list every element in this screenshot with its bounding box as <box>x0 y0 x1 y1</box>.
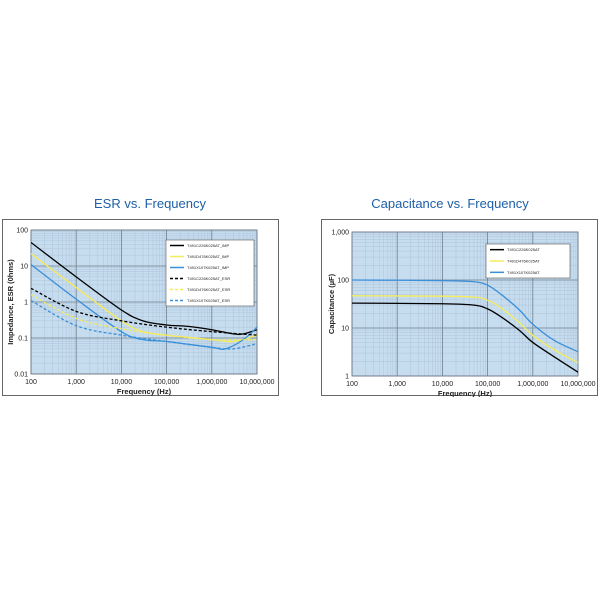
x-axis-label: Frequency (Hz) <box>117 387 172 396</box>
series-line-T491X107K025AT <box>352 279 578 353</box>
legend-entry: T491D476K025AT_IMP <box>187 254 230 259</box>
legend: T491C226K025AT T491D476K025AT T491X107K025… <box>485 243 571 279</box>
x-tick-label: 10,000,000 <box>239 379 274 386</box>
y-tick-label: 100 <box>337 278 349 285</box>
series-line-T491D476K025AT <box>352 295 578 364</box>
legend-entry: T491X107K025AT <box>507 270 540 275</box>
legend-entry: T491X107K025AT_IMP <box>187 265 229 270</box>
series-lines <box>352 279 578 373</box>
legend-entry: T491C226K025AT_ESR <box>187 276 230 281</box>
x-tick-label: 1,000 <box>388 381 406 388</box>
x-tick-label: 1,000,000 <box>196 379 227 386</box>
series-line-T491C226K025AT_ESR <box>31 287 257 336</box>
y-tick-label: 1,000 <box>331 230 349 237</box>
y-tick-label: 0.1 <box>18 336 28 343</box>
y-axis-label: Impedance, ESR (0hms) <box>6 259 15 345</box>
legend: T491C226K025AT_IMP T491D476K025AT_IMP T491… <box>165 239 255 307</box>
x-tick-label: 100,000 <box>154 379 179 386</box>
series-line-T491C226K025AT <box>352 302 578 373</box>
series-line-T491X107K025AT_IMP <box>31 263 257 350</box>
y-axis-label: Capacitance (µF) <box>327 273 336 334</box>
legend-entry: T491D476K025AT_ESR <box>187 287 230 292</box>
capacitance-chart-panel: 100 1,000 10,000 100,000 1,000,000 10,000,000… <box>321 219 598 398</box>
capacitance-chart-title: Capacitance vs. Frequency <box>371 196 529 211</box>
capacitance-chart: 100 1,000 10,000 100,000 1,000,000 10,000,000… <box>327 230 596 398</box>
y-tick-label: 1 <box>345 374 349 381</box>
legend-entry: T491X107K025AT_ESR <box>187 298 230 303</box>
x-tick-label: 100 <box>25 379 37 386</box>
esr-chart-panel: 100 1,000 10,000 100,000 1,000,000 10,000,000… <box>2 219 279 396</box>
legend-entry: T491D476K025AT <box>507 259 540 264</box>
x-tick-label: 1,000 <box>67 379 85 386</box>
series-lines <box>31 241 257 350</box>
y-tick-label: 100 <box>16 228 28 235</box>
x-tick-label: 100 <box>346 381 358 388</box>
x-tick-label: 10,000 <box>111 379 133 386</box>
legend-entry: T491C226K025AT <box>507 247 540 252</box>
x-tick-label: 1,000,000 <box>517 381 548 388</box>
series-line-T491D476K025AT_ESR <box>31 294 257 341</box>
x-axis-label: Frequency (Hz) <box>438 389 493 397</box>
series-line-T491X107K025AT_ESR <box>31 299 257 350</box>
x-tick-label: 10,000 <box>432 381 454 388</box>
esr-chart-title: ESR vs. Frequency <box>94 196 206 211</box>
series-line-T491D476K025AT_IMP <box>31 253 257 343</box>
legend-entry: T491C226K025AT_IMP <box>187 243 230 248</box>
y-tick-label: 1 <box>24 300 28 307</box>
y-tick-label: 0.01 <box>14 372 28 379</box>
y-tick-label: 10 <box>20 264 28 271</box>
y-tick-label: 10 <box>341 326 349 333</box>
x-tick-label: 100,000 <box>475 381 500 388</box>
esr-chart: 100 1,000 10,000 100,000 1,000,000 10,000,000… <box>6 228 275 397</box>
x-tick-label: 10,000,000 <box>560 381 595 388</box>
